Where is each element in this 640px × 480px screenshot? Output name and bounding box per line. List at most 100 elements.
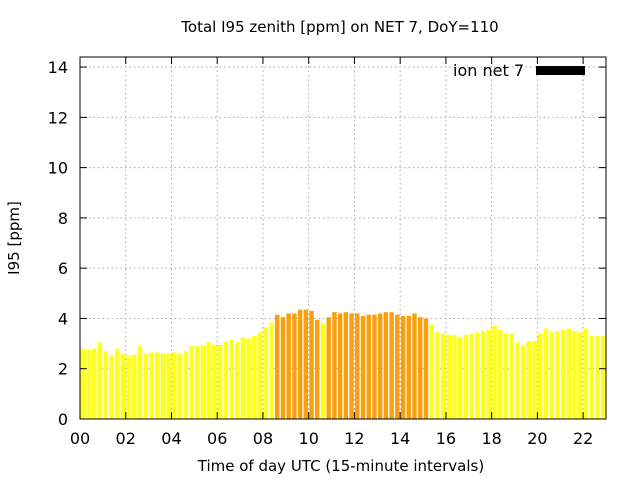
bar	[286, 313, 291, 419]
bar	[332, 312, 337, 419]
bar	[595, 336, 600, 419]
bar	[132, 354, 137, 419]
bar	[303, 309, 309, 419]
bar	[315, 319, 320, 419]
bar	[80, 348, 86, 419]
bar	[395, 314, 400, 419]
axis-ticks	[79, 57, 606, 420]
bar	[423, 318, 429, 419]
x-tick-label: 06	[207, 429, 227, 448]
bar	[206, 342, 211, 419]
x-tick-label: 04	[161, 429, 181, 448]
x-tick-label: 02	[116, 429, 136, 448]
bar	[475, 332, 480, 419]
bar	[549, 332, 554, 419]
bar	[234, 342, 240, 419]
bar	[320, 323, 326, 419]
y-tick-label: 12	[48, 108, 68, 127]
bar	[583, 328, 589, 419]
bar	[566, 328, 572, 419]
bar	[183, 351, 189, 419]
bar	[337, 313, 343, 419]
bar	[172, 352, 177, 419]
bar	[457, 337, 463, 419]
bar	[194, 346, 200, 419]
bar	[360, 315, 366, 419]
bar	[223, 341, 229, 419]
bar	[309, 310, 314, 419]
x-axis-label: Time of day UTC (15-minute intervals)	[197, 457, 484, 475]
bar	[543, 328, 549, 419]
plot-frame	[79, 56, 607, 420]
x-tick-label: 18	[481, 429, 501, 448]
bar	[109, 354, 114, 419]
bar	[120, 353, 126, 419]
bar	[217, 344, 223, 419]
bar	[326, 317, 331, 419]
bar	[160, 353, 166, 419]
bar	[446, 334, 452, 419]
bar	[417, 317, 423, 419]
bar	[149, 352, 154, 419]
bar	[515, 342, 520, 419]
bar	[240, 337, 246, 419]
legend: ion net 7	[453, 61, 585, 80]
bar	[377, 313, 383, 419]
bar	[389, 312, 394, 419]
bar	[520, 344, 526, 419]
y-axis-label: I95 [ppm]	[5, 201, 23, 275]
bar	[480, 331, 486, 419]
bar	[292, 313, 297, 419]
bar	[92, 348, 97, 419]
bar	[275, 314, 280, 419]
bar	[589, 336, 594, 419]
legend-swatch	[536, 66, 585, 75]
bar	[154, 352, 160, 419]
bar	[252, 336, 257, 419]
bar	[349, 313, 354, 419]
bar	[366, 314, 371, 419]
bar	[429, 324, 434, 419]
y-tick-label: 4	[58, 309, 68, 328]
bar	[229, 339, 234, 419]
bar	[114, 348, 120, 419]
y-tick-label: 8	[58, 209, 68, 228]
x-tick-label: 10	[299, 429, 319, 448]
bar	[263, 327, 269, 419]
bar	[103, 351, 108, 419]
bar	[343, 312, 349, 419]
y-tick-label: 14	[48, 58, 68, 77]
bar	[469, 333, 474, 419]
grid-lines	[80, 57, 606, 419]
bar-series	[80, 309, 606, 419]
x-tick-label: 22	[573, 429, 593, 448]
x-tick-label: 16	[436, 429, 456, 448]
bar	[463, 334, 469, 419]
bar	[532, 341, 537, 419]
bar	[383, 312, 389, 419]
bar	[166, 353, 171, 419]
bar	[486, 329, 492, 419]
bar	[189, 346, 194, 419]
bar	[126, 356, 131, 419]
bar	[492, 325, 497, 419]
bar	[435, 332, 440, 419]
bar	[503, 333, 509, 419]
legend-label: ion net 7	[453, 61, 524, 80]
bar	[212, 344, 217, 419]
x-tick-label: 14	[390, 429, 410, 448]
bar	[560, 329, 566, 419]
bar	[526, 341, 532, 419]
y-tick-label: 10	[48, 159, 68, 178]
bar	[297, 309, 303, 419]
x-tick-label: 00	[70, 429, 90, 448]
bar	[269, 322, 274, 419]
bar	[600, 336, 606, 419]
bar	[578, 332, 583, 419]
bar	[280, 317, 286, 419]
x-tick-label: 08	[253, 429, 273, 448]
bar	[257, 332, 263, 419]
y-tick-label: 6	[58, 259, 68, 278]
bar	[246, 338, 251, 419]
